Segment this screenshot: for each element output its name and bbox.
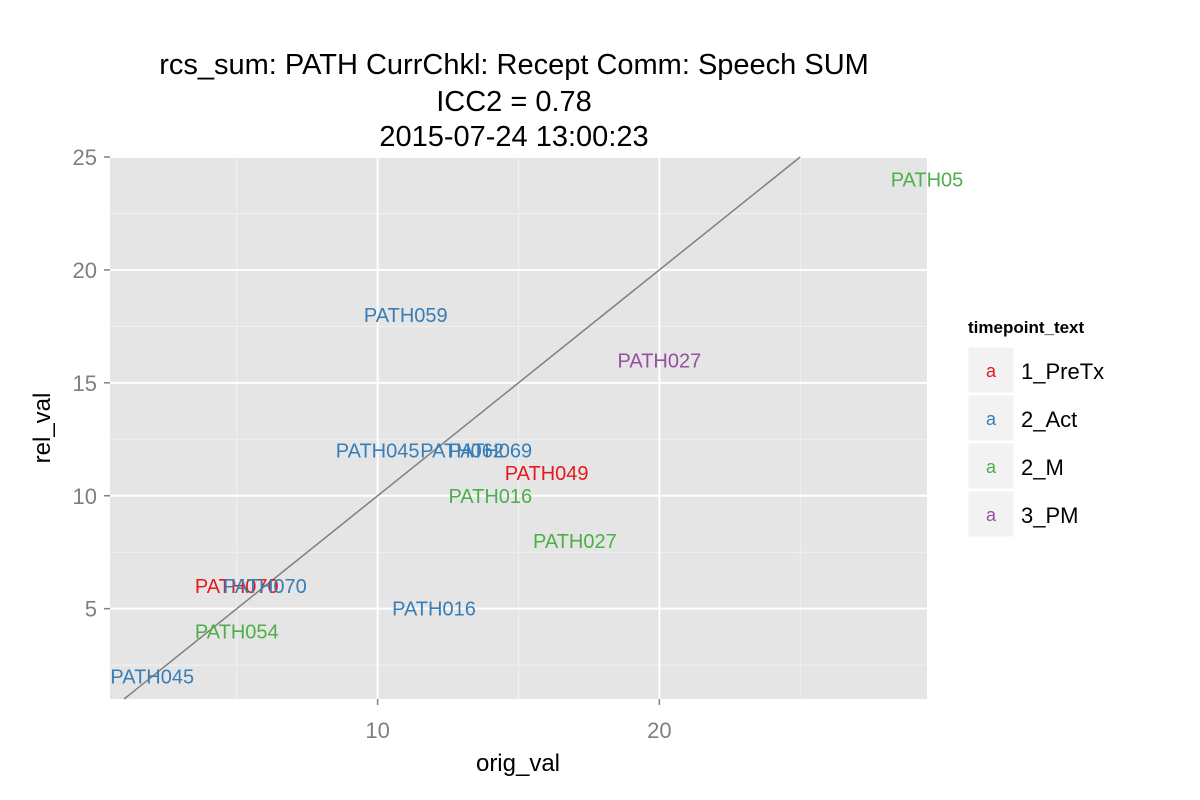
legend-entry-label: 2_Act: [1021, 407, 1077, 432]
point-label: PATH016: [392, 599, 476, 621]
reference-line: [123, 156, 801, 700]
legend-entry-label: 1_PreTx: [1021, 359, 1104, 384]
x-axis-title: orig_val: [476, 750, 560, 777]
legend-key-glyph: a: [986, 505, 997, 525]
point-label: PATH016: [448, 486, 532, 508]
y-tick-label: 25: [73, 145, 97, 170]
point-label: PATH027: [617, 350, 701, 372]
tick-layer: 10 20 5 10 15 20 25: [73, 145, 672, 743]
point-label: PATH027: [533, 531, 617, 553]
y-tick-label: 20: [73, 258, 97, 283]
legend-key: [967, 490, 1015, 538]
point-label: PATH054: [195, 621, 279, 643]
grid-layer: [110, 156, 927, 699]
chart-subtitle-timestamp: 2015-07-24 13:00:23: [379, 121, 648, 153]
legend-entry-label: 3_PM: [1021, 503, 1078, 528]
x-tick-label: 20: [647, 718, 671, 743]
y-tick-label: 5: [85, 597, 97, 622]
point-label: PATH05: [891, 170, 964, 192]
x-tick-label: 10: [365, 718, 389, 743]
point-label: PATH062: [420, 441, 504, 463]
reference-line-layer: [123, 156, 801, 700]
legend-title: timepoint_text: [968, 318, 1085, 337]
point-label: PATH045: [110, 666, 194, 688]
legend-key-glyph: a: [986, 361, 997, 381]
y-axis-title: rel_val: [29, 393, 56, 464]
point-label: PATH045: [336, 441, 420, 463]
legend-key: [967, 394, 1015, 442]
legend-key-glyph: a: [986, 409, 997, 429]
legend-key-glyph: a: [986, 457, 997, 477]
chart-title: rcs_sum: PATH CurrChkl: Recept Comm: Spe…: [159, 49, 869, 81]
chart-subtitle-icc: ICC2 = 0.78: [436, 86, 592, 118]
point-label: PATH059: [364, 305, 448, 327]
legend-key: [967, 346, 1015, 394]
legend-entry-label: 2_M: [1021, 455, 1064, 480]
y-tick-label: 15: [73, 371, 97, 396]
point-label: PATH070: [195, 576, 279, 598]
y-tick-label: 10: [73, 484, 97, 509]
point-label: PATH049: [505, 463, 589, 485]
point-label: PATH070: [223, 576, 307, 598]
legend-key: [967, 442, 1015, 490]
point-label: PATH069: [448, 441, 532, 463]
